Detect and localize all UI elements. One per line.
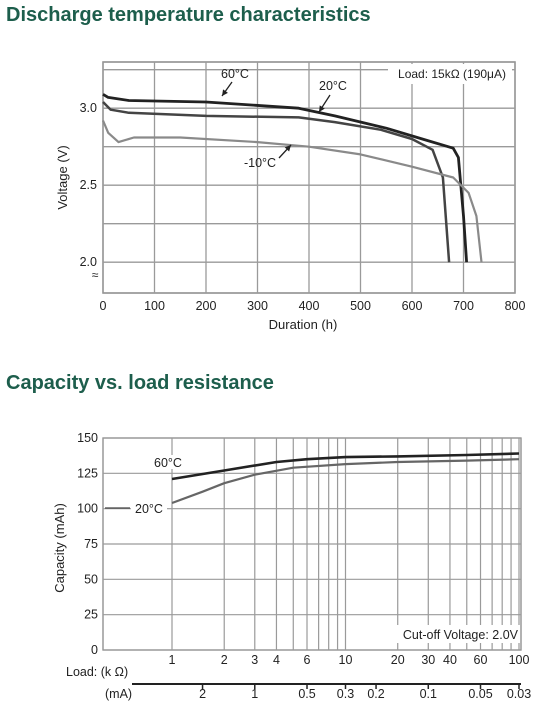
x-tick-label: 60 xyxy=(474,653,488,667)
y-tick-label: 2.5 xyxy=(80,178,97,192)
x-tick-label: 100 xyxy=(144,299,165,313)
x-tick-label: 800 xyxy=(505,299,526,313)
x-tick-label: 30 xyxy=(421,653,435,667)
cutoff-annotation: Cut-off Voltage: 2.0V xyxy=(403,628,519,642)
x-tick-label: 300 xyxy=(247,299,268,313)
x-tick-label: 6 xyxy=(304,653,311,667)
x-tick-label: 1 xyxy=(169,653,176,667)
axis-break-symbol: ≈ xyxy=(92,268,99,282)
x-axis-title: Load: (k Ω) xyxy=(66,665,128,679)
ma-tick-label: 0.1 xyxy=(420,687,437,701)
discharge-chart: 0 100 200 300 400 500 600 700 800 2.0 2.5 3.0 ≈ Durat… xyxy=(55,61,526,332)
x-tick-label: 600 xyxy=(402,299,423,313)
y-tick-label: 25 xyxy=(84,608,98,622)
annotation-background xyxy=(388,64,512,84)
capacity-section-title: Capacity vs. load resistance xyxy=(6,372,274,394)
x-tick-label: 3 xyxy=(251,653,258,667)
ma-tick-label: 0.3 xyxy=(337,687,354,701)
series-label: 60°C xyxy=(221,67,249,81)
x-tick-label: 0 xyxy=(100,299,107,313)
x-tick-label: 700 xyxy=(453,299,474,313)
ma-tick-label: 2 xyxy=(199,687,206,701)
x-axis-title: Duration (h) xyxy=(269,317,338,332)
x-tick-label: 4 xyxy=(273,653,280,667)
y-tick-label: 125 xyxy=(77,466,98,480)
y-tick-label: 100 xyxy=(77,502,98,516)
series-label-background xyxy=(150,455,186,469)
y-tick-label: 0 xyxy=(91,643,98,657)
ma-tick-label: 0.2 xyxy=(367,687,384,701)
x-tick-label: 100 xyxy=(509,653,530,667)
ma-tick-label: 0.03 xyxy=(507,687,531,701)
y-tick-label: 75 xyxy=(84,537,98,551)
y-tick-label: 50 xyxy=(84,572,98,586)
x-tick-label: 2 xyxy=(221,653,228,667)
y-axis-title: Voltage (V) xyxy=(55,145,70,209)
ma-tick-label: 1 xyxy=(251,687,258,701)
y-tick-label: 2.0 xyxy=(80,255,97,269)
discharge-section-title: Discharge temperature characteristics xyxy=(6,4,371,26)
series-line-1 xyxy=(171,458,520,505)
label-arrow-head xyxy=(222,89,228,96)
load-annotation: Load: 15kΩ (190μA) xyxy=(398,67,506,81)
x-tick-label: 200 xyxy=(196,299,217,313)
x2-axis-title: (mA) xyxy=(105,687,132,701)
series-label-background xyxy=(131,501,167,515)
x-tick-label: 400 xyxy=(299,299,320,313)
ma-tick-label: 0.5 xyxy=(298,687,315,701)
x-tick-label: 20 xyxy=(391,653,405,667)
series-line-1 xyxy=(102,101,451,263)
y-axis-title: Capacity (mAh) xyxy=(52,503,67,593)
y-tick-label: 150 xyxy=(77,431,98,445)
label-arrow-head xyxy=(319,105,325,112)
series-line-0 xyxy=(171,452,520,481)
y-tick-label: 3.0 xyxy=(80,101,97,115)
label-arrow-head xyxy=(284,145,291,152)
series-label: 20°C xyxy=(319,79,347,93)
series-label: -10°C xyxy=(244,156,276,170)
series-line-2 xyxy=(101,120,483,263)
series-label: 20°C xyxy=(135,502,163,516)
x-tick-label: 10 xyxy=(339,653,353,667)
x-tick-label: 500 xyxy=(350,299,371,313)
annotation-background xyxy=(392,625,520,643)
series-label: 60°C xyxy=(154,456,182,470)
x-tick-label: 40 xyxy=(443,653,457,667)
series-line-0 xyxy=(102,93,468,263)
ma-tick-label: 0.05 xyxy=(468,687,492,701)
